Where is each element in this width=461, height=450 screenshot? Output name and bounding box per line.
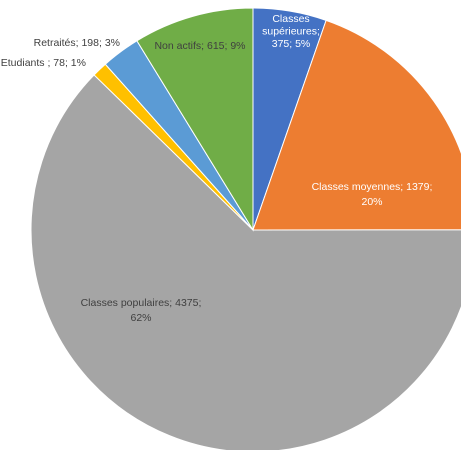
data-label-line: Etudiants ; 78; 1% — [1, 57, 86, 69]
pie-slices — [30, 7, 461, 450]
data-label-classes-moyennes: Classes moyennes; 1379; 20% — [312, 181, 433, 208]
data-label-line: Non actifs; 615; 9% — [154, 40, 245, 52]
data-label-line: Classes populaires; 4375; — [81, 297, 202, 309]
data-label-non-actifs: Non actifs; 615; 9% — [154, 40, 245, 52]
pie-slice-classes-populaires — [30, 74, 461, 450]
pie-labels: Classes supérieures; 375; 5% Classes moyenn… — [1, 13, 433, 324]
data-label-line: Classes moyennes; 1379; — [312, 181, 433, 193]
data-label-line: supérieures; — [262, 26, 320, 38]
data-label-line: 20% — [361, 196, 382, 208]
data-label-line: 62% — [130, 312, 151, 324]
data-label-line: 375; 5% — [272, 38, 311, 50]
data-label-classes-superieures: Classes supérieures; 375; 5% — [262, 13, 320, 50]
data-label-line: Retraités; 198; 3% — [34, 37, 120, 49]
data-label-line: Classes — [272, 13, 309, 25]
pie-slice-classes-moyennes — [252, 19, 461, 231]
data-label-classes-populaires: Classes populaires; 4375; 62% — [81, 297, 202, 324]
data-label-etudiants: Etudiants ; 78; 1% — [1, 57, 86, 69]
pie-slice-non-actifs — [136, 7, 254, 232]
data-label-retraites: Retraités; 198; 3% — [34, 37, 120, 49]
